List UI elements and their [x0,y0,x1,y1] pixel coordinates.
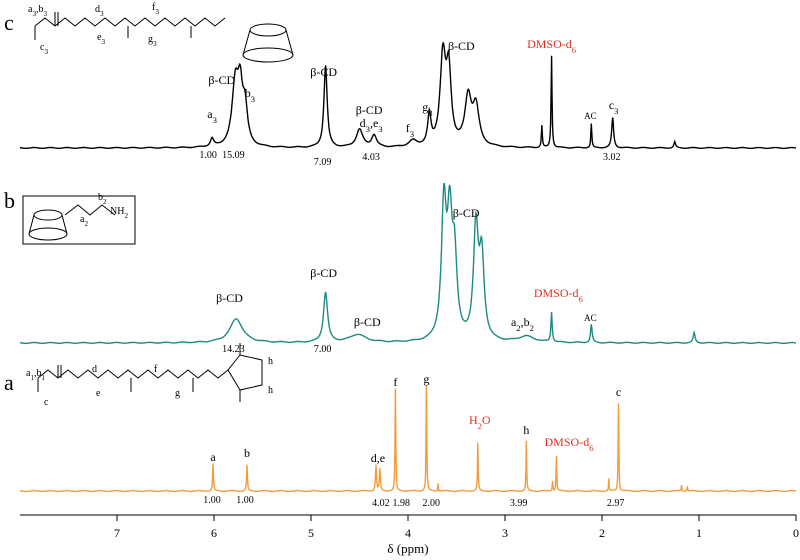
panel-letter: a [4,370,14,395]
structure-label: c3 [40,42,48,56]
integral-label: 4.03 [362,152,380,163]
peak-annotation: H2O [469,413,491,431]
structure-label: c [44,397,49,408]
x-axis-ticks: 7 6 5 4 3 2 1 0 [114,515,799,540]
x-tick-label: 3 [502,526,508,540]
integral-label: 3.02 [603,152,621,163]
peak-annotation: a [210,450,216,464]
peak-annotation: h [523,423,529,437]
integral-label: 1.98 [392,498,410,509]
spectrum-line-b [20,182,796,345]
peak-annotation: DMSO-d6 [527,37,577,55]
integral-label: 1.00 [203,495,221,506]
peak-annotation: DMSO-d6 [534,286,584,304]
structure-label: g3 [148,34,157,48]
peak-annotation: β-CD [208,73,235,87]
structure-label: e [96,388,101,399]
structure-label: e3 [97,32,105,46]
structure-label: a2 [80,214,88,228]
peak-annotation: c3 [609,98,619,116]
structure-label: d [92,364,97,375]
x-tick-label: 6 [211,526,217,540]
integral-label: 7.00 [314,344,332,355]
spectrum-line-c [20,41,797,150]
peak-annotation: b3 [245,86,255,104]
structure-label: a1,b1 [26,368,46,382]
structure-drawings [22,12,294,402]
peak-annotation: AC [584,111,597,121]
peak-annotation: AC [584,313,597,323]
structure-label: b2 [98,192,107,206]
spectrum-line-a [19,385,797,493]
structure-label: h [268,385,273,396]
peak-annotation: DMSO-d6 [545,435,595,453]
peak-annotation: d,e [371,451,385,465]
peak-annotation: β-CD [448,39,475,53]
peak-annotation: a3 [207,107,217,125]
integral-label: 4.02 [372,498,390,509]
peak-annotation: β-CD [356,103,383,117]
structure-label: h [268,356,273,367]
peak-annotation: c [616,385,621,399]
integral-label: 2.97 [607,498,625,509]
structure-b [22,195,136,245]
integral-label: 15.09 [222,150,245,161]
peak-annotation: f [393,375,397,389]
peak-annotation: β-CD [310,65,337,79]
x-tick-label: 5 [308,526,314,540]
integral-label: 3.99 [510,498,528,509]
peak-annotation: a2,b2 [511,315,534,333]
structure-label: NH2 [110,206,128,220]
peak-annotation: β-CD [453,206,480,220]
peak-annotation: β-CD [216,291,243,305]
structure-c [34,12,294,63]
structure-label: d3 [95,4,104,18]
structure-a [37,343,263,402]
x-tick-label: 2 [599,526,605,540]
peak-annotation: g [423,372,429,386]
integral-label: 14.23 [222,344,245,355]
structure-label: a3,b3 [28,4,48,18]
integral-label: 2.00 [423,498,441,509]
peak-annotation: f3 [406,121,414,139]
integral-label: 1.00 [199,150,217,161]
x-axis-label: δ (ppm) [387,541,428,556]
integral-label: 1.00 [236,495,254,506]
x-tick-label: 1 [696,526,702,540]
peak-annotation: g3 [422,100,432,118]
x-tick-label: 0 [793,526,799,540]
panel-letter: c [4,10,14,35]
structure-label: f [154,364,158,375]
peak-annotation: β-CD [354,315,381,329]
structure-label: f3 [152,2,159,16]
peak-annotation: d3,e3 [360,116,383,134]
peak-annotation: β-CD [310,266,337,280]
structure-label: g [175,388,180,399]
integral-label: 7.09 [314,157,332,168]
panel-a: a a b d,e f g H2O h DMSO-d6 c 1.00 1.00 4.02 1.98 2.00… [4,370,797,509]
panel-letter: b [4,188,15,213]
x-tick-label: 7 [114,526,120,540]
peak-annotation: b [244,446,250,460]
x-tick-label: 4 [405,526,411,540]
